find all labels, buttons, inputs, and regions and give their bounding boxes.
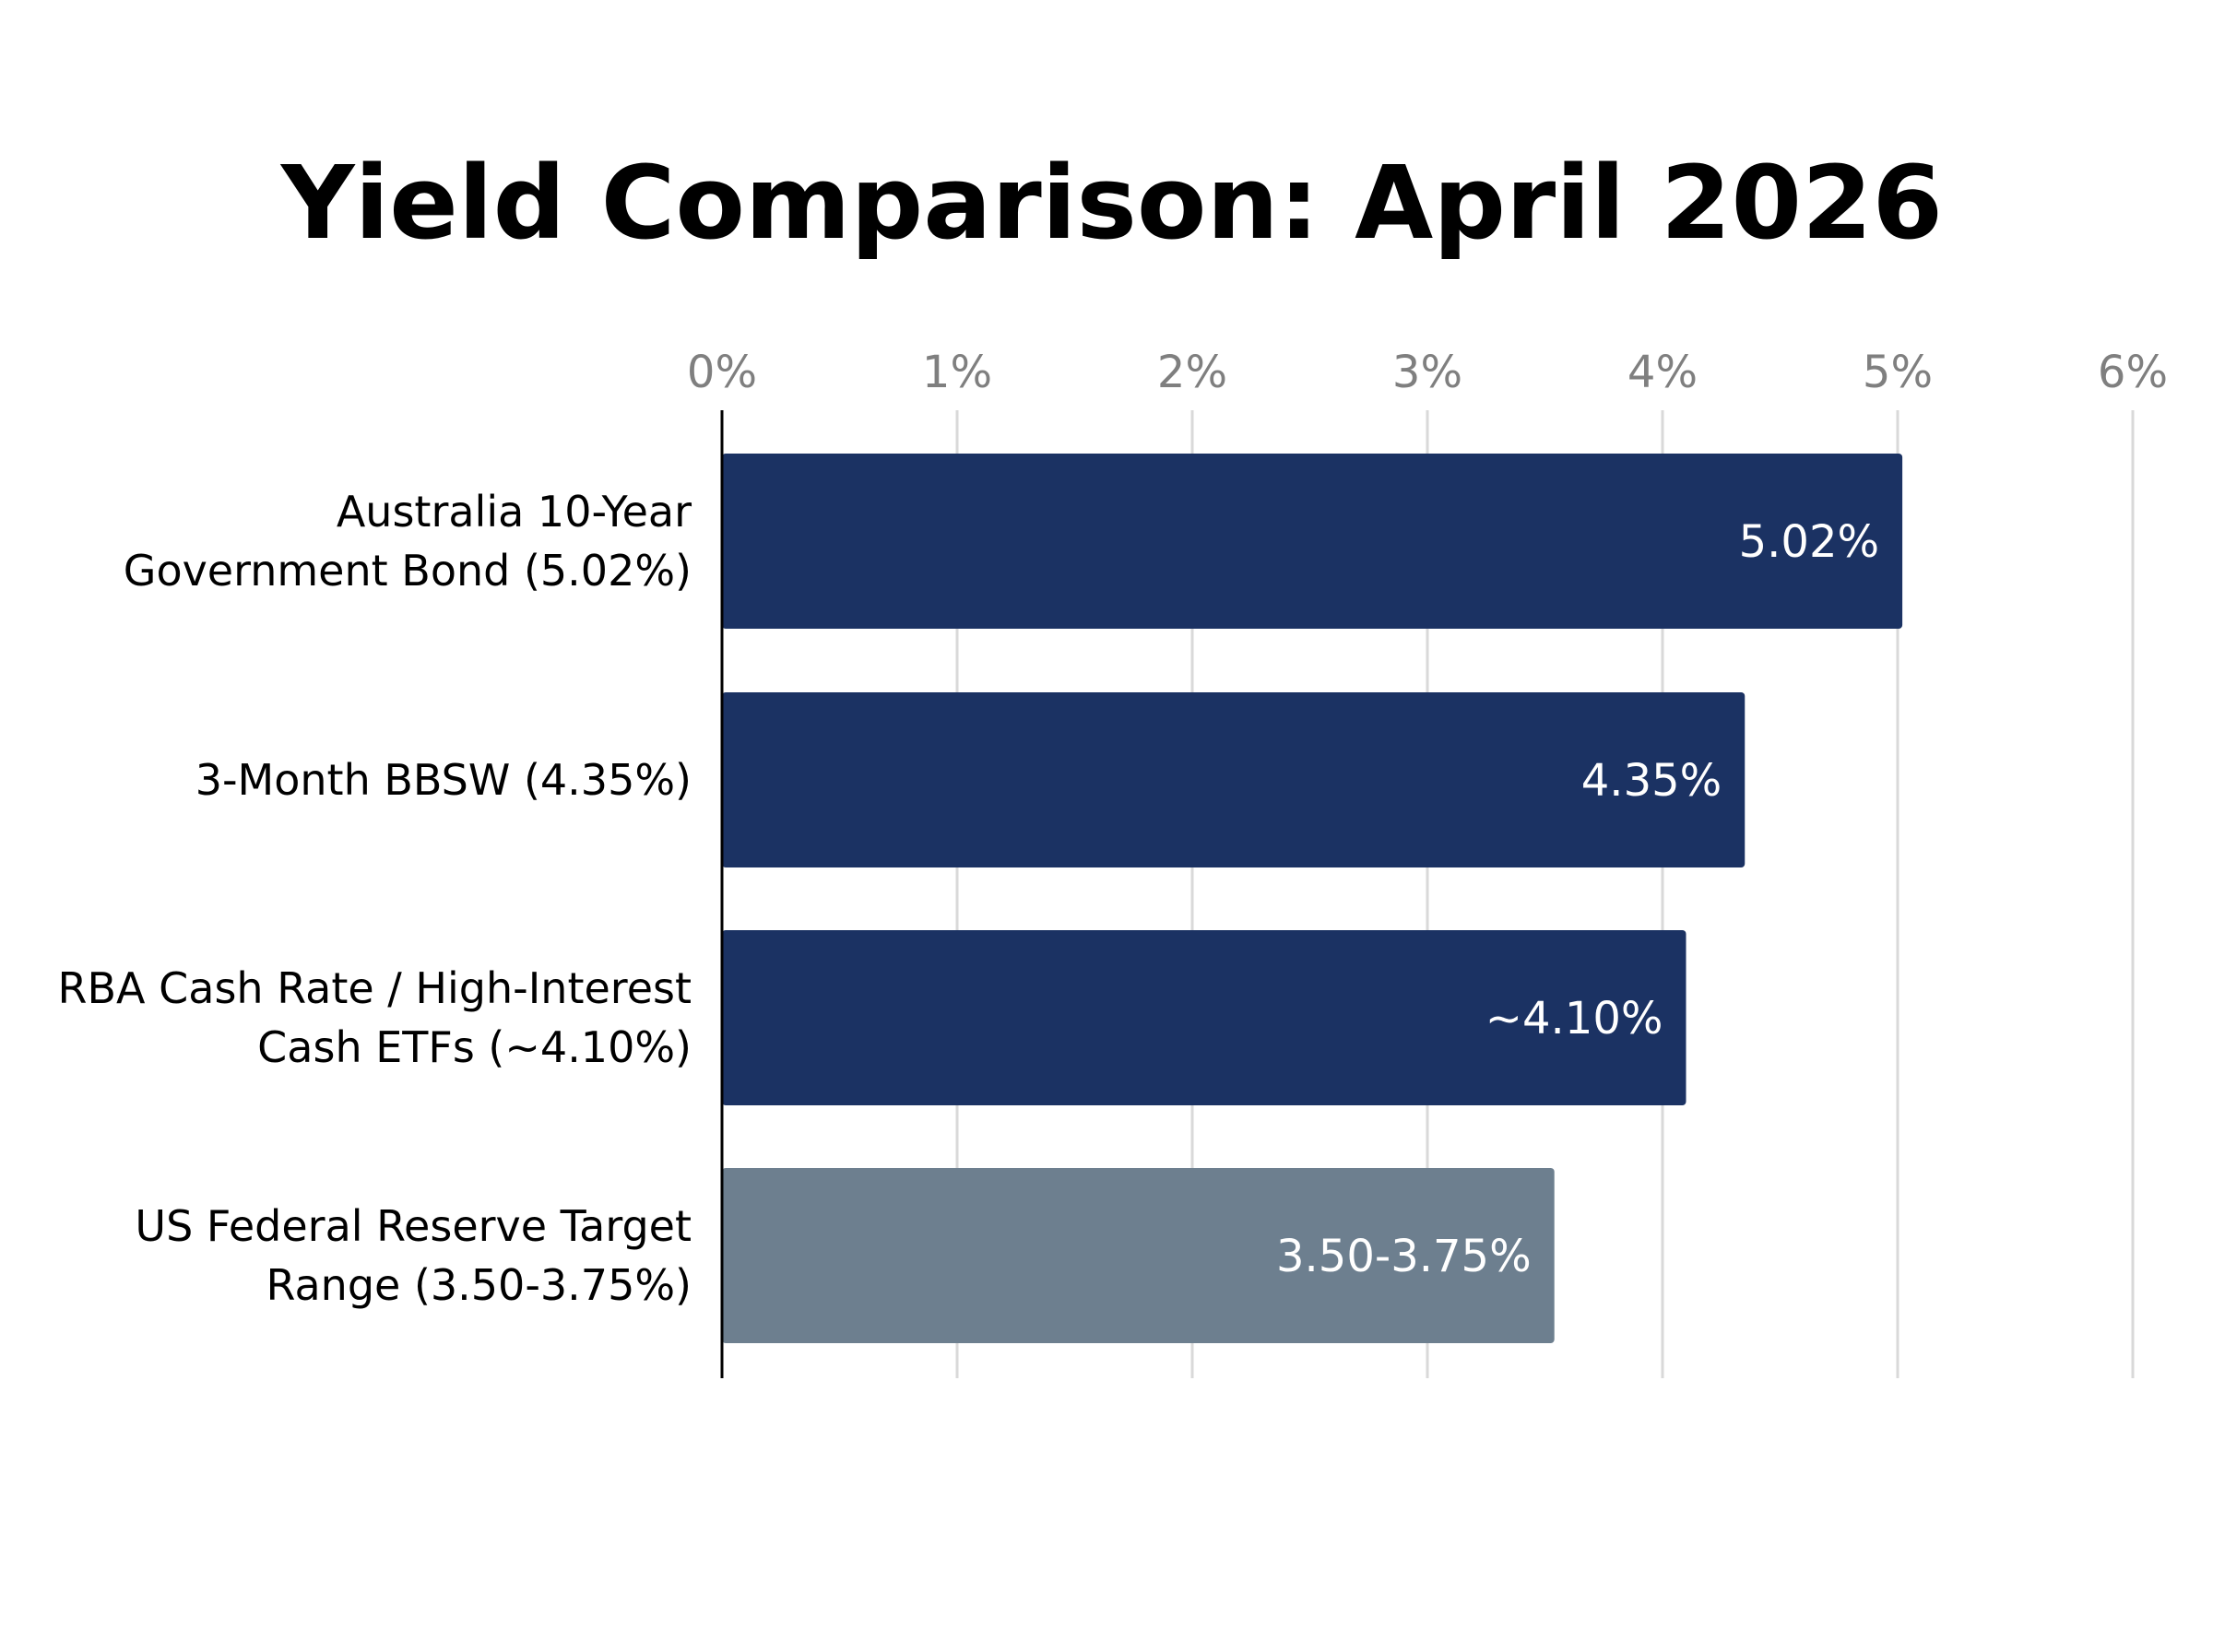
data-label-1: 4.35% [1581,755,1722,807]
bar-0 [722,454,1903,629]
x-tick-label-5: 5% [1863,347,1933,398]
x-tick-label-6: 6% [2098,347,2168,398]
x-tick-label-1: 1% [922,347,992,398]
category-label-3-line-1: Range (3.50-3.75%) [266,1260,692,1310]
category-label-2-line-1: Cash ETFs (~4.10%) [257,1022,692,1072]
category-label-3-line-0: US Federal Reserve Target [135,1201,692,1251]
x-tick-label-3: 3% [1392,347,1462,398]
x-tick-label-2: 2% [1157,347,1227,398]
bar-3 [722,1168,1555,1343]
data-label-2: ~4.10% [1485,993,1663,1044]
category-label-0-line-1: Government Bond (5.02%) [124,546,692,596]
category-label-1-line-0: 3-Month BBSW (4.35%) [195,755,692,805]
x-tick-label-0: 0% [687,347,757,398]
x-tick-label-4: 4% [1627,347,1698,398]
category-label-0-line-0: Australia 10-Year [337,487,692,537]
chart-title: Yield Comparison: April 2026 [280,144,1944,262]
bar-2 [722,930,1686,1105]
category-label-2-line-0: RBA Cash Rate / High-Interest [58,963,692,1013]
data-label-0: 5.02% [1739,516,1879,568]
bar-1 [722,692,1746,867]
data-label-3: 3.50-3.75% [1276,1231,1532,1282]
